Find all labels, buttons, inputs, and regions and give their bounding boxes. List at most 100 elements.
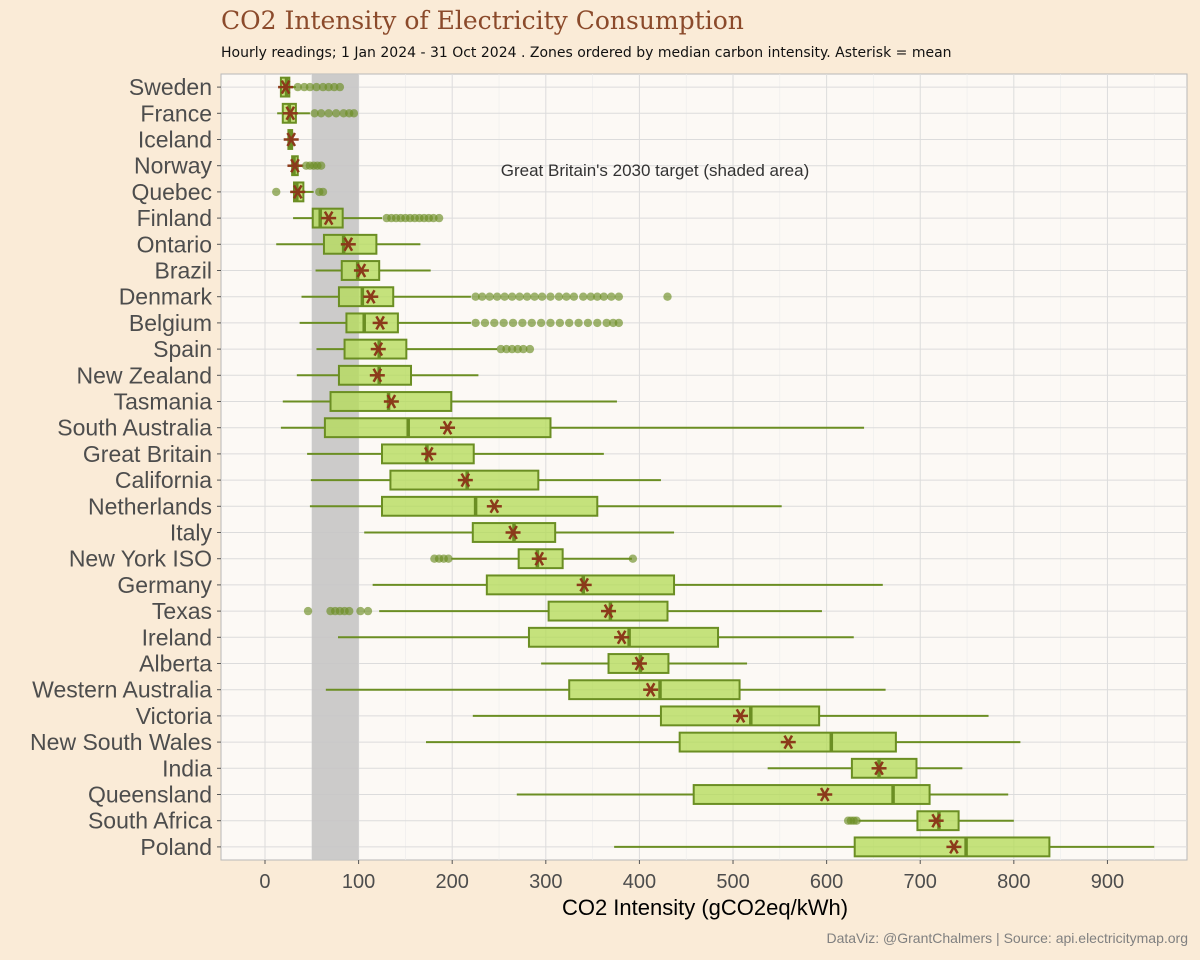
mean-marker [440,420,456,435]
mean-marker [780,734,796,750]
mean-marker [421,446,437,462]
box-denmark [301,286,672,308]
mean-marker [601,603,617,619]
box-new-south-wales [425,731,1021,753]
chart-title: CO2 Intensity of Electricity Consumption [221,6,744,35]
outlier-point [519,344,528,354]
y-tick-label: Queensland [88,782,212,808]
box-italy [364,522,675,543]
mean-marker [290,184,306,200]
box-alberta [541,653,748,674]
y-tick-label: South Africa [88,808,212,834]
mean-marker [733,708,749,724]
mean-asterisk-stroke [931,813,941,828]
outlier-point [569,292,579,301]
outlier-point [607,292,616,301]
mean-asterisk-stroke [423,446,434,462]
box-ontario [276,233,421,255]
mean-marker [946,839,962,855]
mean-asterisk-stroke [323,210,334,226]
box-netherlands [309,495,782,517]
y-tick-label: Great Britain [83,441,212,467]
mean-marker [643,682,659,697]
y-tick-label: Denmark [119,284,213,310]
y-tick-label: India [162,755,212,781]
mean-asterisk-stroke [534,551,545,566]
outlier-point [316,109,326,118]
outlier-point [583,318,593,328]
outlier-point [480,318,490,328]
y-tick-label: Poland [140,834,212,860]
mean-asterisk-stroke [373,341,384,357]
outlier-point [490,318,499,328]
y-tick-label: France [140,100,212,126]
mean-asterisk-stroke [489,499,500,514]
box-texas [303,600,822,622]
mean-marker [614,630,630,645]
x-tick-label: 500 [716,871,749,893]
outlier-point [310,109,319,118]
box-norway [287,155,326,177]
y-tick-label: Italy [170,520,213,546]
mean-marker [928,813,944,828]
y-tick-label: New York ISO [69,546,212,572]
box-iqr [692,784,931,805]
outlier-point [518,318,527,328]
mean-asterisk-stroke [372,368,383,383]
box-western-australia [325,679,886,701]
box-new-zealand [296,364,479,386]
outlier-point [444,554,453,563]
y-tick-label: Iceland [138,127,212,153]
x-tick-label: 400 [623,871,656,893]
y-tick-label: Western Australia [32,677,212,703]
outlier-point [574,318,583,328]
box-queensland [516,784,1009,805]
box-tasmania [282,391,617,412]
outlier-point [586,292,595,301]
y-tick-label: California [115,467,212,493]
mean-marker [486,499,502,514]
y-tick-label: Netherlands [88,493,212,519]
y-tick-label: Alberta [139,651,212,677]
x-tick-label: 100 [342,871,375,893]
mean-marker [457,472,473,488]
mean-marker [370,341,386,357]
mean-marker [505,525,521,540]
target-band [311,74,359,860]
outlier-point [331,109,341,118]
box-belgium [299,312,624,334]
outlier-point [614,318,624,328]
outlier-point [434,213,444,223]
box-finland [293,207,444,229]
box-california [310,469,661,491]
outlier-point [527,318,536,328]
outlier-point [663,292,672,301]
outlier-point [318,187,328,197]
mean-marker [871,761,887,776]
x-tick-label: 200 [436,871,469,893]
outlier-point [305,82,315,92]
mean-asterisk-stroke [365,289,376,304]
x-tick-label: 800 [997,871,1030,893]
mean-asterisk-stroke [645,682,656,697]
mean-asterisk-stroke [508,525,518,540]
outlier-point [363,606,373,616]
outlier-point [312,82,321,92]
outlier-point [471,292,480,301]
y-tick-label: Ontario [137,231,212,257]
y-tick-label: Brazil [154,258,212,284]
outlier-point [293,82,302,92]
mean-marker [321,210,337,226]
outlier-point [499,318,508,328]
y-tick-label: Spain [153,336,212,362]
outlier-point [525,344,535,354]
outlier-point [522,292,532,301]
mean-marker [531,551,547,566]
outlier-point [602,318,611,328]
mean-marker [369,368,385,383]
outlier-point [471,318,480,328]
mean-asterisk-stroke [634,656,645,671]
mean-asterisk-stroke [292,184,303,200]
x-tick-label: 300 [529,871,562,893]
